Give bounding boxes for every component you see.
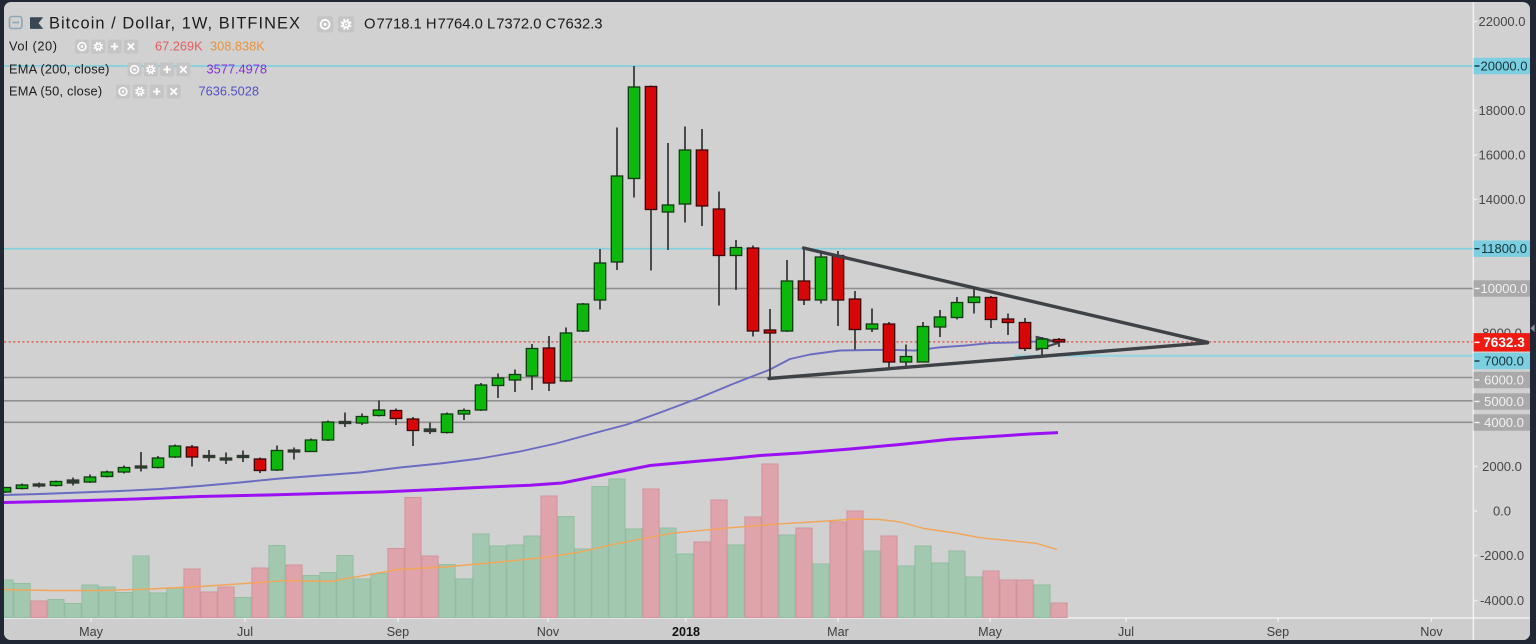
svg-text:-4000.0: -4000.0	[1480, 593, 1524, 608]
svg-text:May: May	[79, 625, 103, 639]
svg-text:Jul: Jul	[1118, 625, 1134, 639]
svg-text:2018: 2018	[672, 625, 700, 639]
svg-text:67.269K: 67.269K	[155, 39, 203, 54]
svg-text:3577.4978: 3577.4978	[207, 62, 268, 77]
svg-text:6000.0: 6000.0	[1484, 372, 1524, 387]
svg-text:10000.0: 10000.0	[1481, 281, 1528, 296]
svg-text:7632.3: 7632.3	[1483, 335, 1525, 350]
svg-text:4000.0: 4000.0	[1484, 415, 1524, 430]
svg-text:Bitcoin / Dollar, 1W, BITFINEX: Bitcoin / Dollar, 1W, BITFINEX	[49, 15, 301, 33]
svg-text:Sep: Sep	[387, 625, 409, 639]
svg-text:22000.0: 22000.0	[1479, 14, 1526, 29]
svg-text:18000.0: 18000.0	[1479, 103, 1526, 118]
svg-text:Jul: Jul	[237, 625, 253, 639]
svg-text:EMA (50, close): EMA (50, close)	[9, 84, 102, 99]
svg-text:Nov: Nov	[537, 625, 560, 639]
svg-text:O7718.1 H7764.0 L7372.0 C76: O7718.1 H7764.0 L7372.0 C7632.3	[364, 17, 603, 33]
svg-text:20000.0: 20000.0	[1481, 58, 1528, 73]
svg-text:2000.0: 2000.0	[1482, 459, 1522, 474]
svg-text:Vol (20): Vol (20)	[9, 39, 58, 54]
svg-text:7000.0: 7000.0	[1484, 353, 1524, 368]
svg-text:5000.0: 5000.0	[1484, 394, 1524, 409]
svg-text:0.0: 0.0	[1493, 503, 1511, 518]
svg-text:11800.0: 11800.0	[1481, 241, 1527, 256]
svg-text:May: May	[978, 625, 1002, 639]
svg-text:Mar: Mar	[827, 625, 849, 639]
svg-text:Sep: Sep	[1267, 625, 1289, 639]
svg-text:14000.0: 14000.0	[1479, 192, 1526, 207]
svg-text:Nov: Nov	[1420, 625, 1443, 639]
svg-text:-2000.0: -2000.0	[1480, 548, 1524, 563]
svg-text:308.838K: 308.838K	[210, 39, 265, 54]
svg-text:16000.0: 16000.0	[1479, 147, 1526, 162]
svg-text:7636.5028: 7636.5028	[199, 84, 260, 99]
svg-text:EMA (200, close): EMA (200, close)	[9, 62, 110, 77]
